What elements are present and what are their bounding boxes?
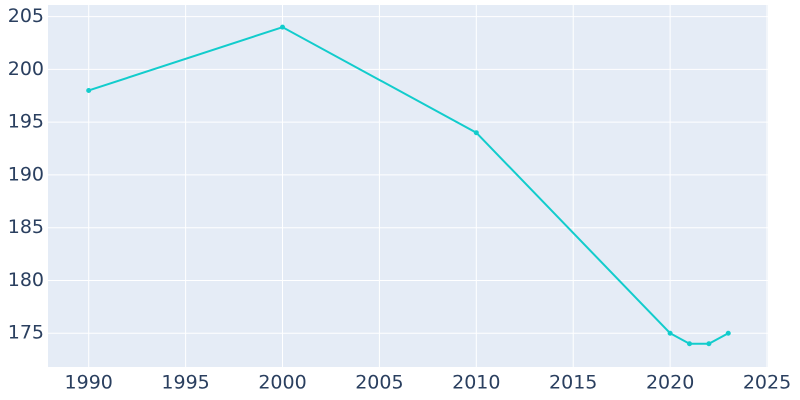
x-tick-label: 2020 (646, 372, 694, 394)
marker (667, 330, 673, 336)
plot-area (48, 5, 768, 367)
x-tick-label: 2005 (355, 372, 403, 394)
marker (725, 330, 731, 336)
x-tick-label: 2010 (452, 372, 500, 394)
y-tick-label: 195 (8, 111, 44, 133)
marker (473, 130, 479, 136)
marker (706, 341, 712, 347)
y-tick-label: 180 (8, 269, 44, 291)
x-tick-label: 1995 (161, 372, 209, 394)
x-tick-label: 1990 (65, 372, 113, 394)
marker (86, 87, 92, 93)
y-tick-label: 175 (8, 322, 44, 344)
marker (687, 341, 693, 347)
x-tick-label: 2015 (549, 372, 597, 394)
marker (280, 24, 286, 30)
y-tick-label: 205 (8, 5, 44, 27)
x-tick-label: 2025 (743, 372, 791, 394)
x-tick-label: 2000 (258, 372, 306, 394)
y-tick-label: 200 (8, 58, 44, 80)
y-tick-label: 190 (8, 163, 44, 185)
y-tick-label: 185 (8, 216, 44, 238)
